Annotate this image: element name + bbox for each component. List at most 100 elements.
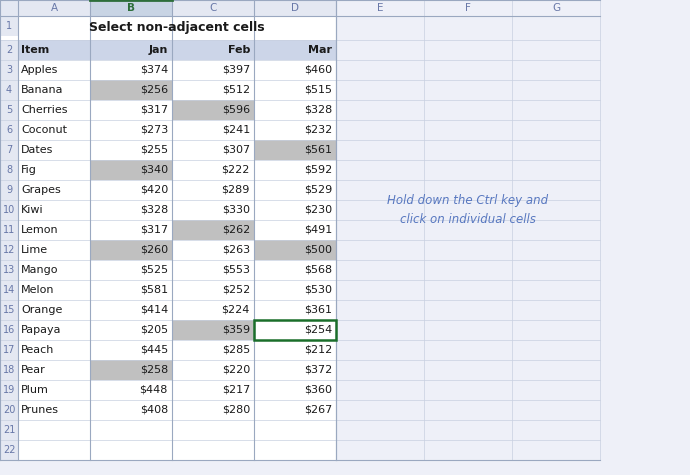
Text: 15: 15 (3, 305, 15, 315)
Text: $414: $414 (140, 305, 168, 315)
Text: Mango: Mango (21, 265, 59, 275)
Text: Feb: Feb (228, 45, 250, 55)
Bar (172, 320, 254, 340)
Text: 17: 17 (3, 345, 15, 355)
Bar (0, 160, 18, 180)
Text: 21: 21 (3, 425, 15, 435)
Text: $256: $256 (140, 85, 168, 95)
Text: $212: $212 (304, 345, 332, 355)
Text: Lemon: Lemon (21, 225, 59, 235)
Text: Peach: Peach (21, 345, 55, 355)
Bar (254, 320, 336, 340)
Bar (0, 200, 18, 220)
Text: $515: $515 (304, 85, 332, 95)
Text: 2: 2 (6, 45, 12, 55)
Text: $263: $263 (222, 245, 250, 255)
Bar (0, 400, 18, 420)
Text: $260: $260 (140, 245, 168, 255)
Text: $328: $328 (304, 105, 332, 115)
Bar (90, 160, 172, 180)
Text: $581: $581 (140, 285, 168, 295)
Text: D: D (291, 3, 299, 13)
Text: 20: 20 (3, 405, 15, 415)
Text: $420: $420 (140, 185, 168, 195)
Text: Plum: Plum (21, 385, 49, 395)
Text: $255: $255 (140, 145, 168, 155)
Bar (254, 240, 336, 260)
Text: 6: 6 (6, 125, 12, 135)
Text: G: G (552, 3, 560, 13)
Bar (0, 16, 336, 460)
Text: $317: $317 (140, 225, 168, 235)
Text: $491: $491 (304, 225, 332, 235)
Text: A: A (50, 3, 57, 13)
Bar (512, 0, 600, 460)
Text: Item: Item (21, 45, 49, 55)
Text: $512: $512 (222, 85, 250, 95)
Text: Hold down the Ctrl key and
click on individual cells: Hold down the Ctrl key and click on indi… (388, 194, 549, 226)
Bar (0, 220, 18, 240)
Text: Prunes: Prunes (21, 405, 59, 415)
Text: $258: $258 (140, 365, 168, 375)
Text: $340: $340 (140, 165, 168, 175)
Text: $596: $596 (222, 105, 250, 115)
Bar (0, 16, 18, 36)
Text: Kiwi: Kiwi (21, 205, 43, 215)
Text: $500: $500 (304, 245, 332, 255)
Text: Cherries: Cherries (21, 105, 68, 115)
Text: $530: $530 (304, 285, 332, 295)
Text: 7: 7 (6, 145, 12, 155)
Text: $252: $252 (221, 285, 250, 295)
Text: $445: $445 (140, 345, 168, 355)
Text: 13: 13 (3, 265, 15, 275)
Text: $232: $232 (304, 125, 332, 135)
Text: 3: 3 (6, 65, 12, 75)
Text: 18: 18 (3, 365, 15, 375)
Text: Apples: Apples (21, 65, 59, 75)
Text: $217: $217 (221, 385, 250, 395)
Text: Banana: Banana (21, 85, 63, 95)
Bar (0, 280, 18, 300)
Bar (0, 340, 18, 360)
Bar (254, 140, 336, 160)
Text: 16: 16 (3, 325, 15, 335)
Text: 9: 9 (6, 185, 12, 195)
Bar (0, 0, 600, 16)
Text: $328: $328 (140, 205, 168, 215)
Text: 11: 11 (3, 225, 15, 235)
Text: $374: $374 (140, 65, 168, 75)
Text: $224: $224 (221, 305, 250, 315)
Bar (0, 260, 18, 280)
Bar (0, 180, 18, 200)
Text: $361: $361 (304, 305, 332, 315)
Bar (90, 360, 172, 380)
Bar (0, 420, 18, 440)
Text: 22: 22 (3, 445, 15, 455)
Bar (0, 40, 18, 60)
Bar (90, 0, 172, 16)
Text: 14: 14 (3, 285, 15, 295)
Bar (0, 240, 18, 260)
Text: $360: $360 (304, 385, 332, 395)
Text: 4: 4 (6, 85, 12, 95)
Text: $241: $241 (221, 125, 250, 135)
Text: $262: $262 (221, 225, 250, 235)
Text: Coconut: Coconut (21, 125, 67, 135)
Text: $372: $372 (304, 365, 332, 375)
Text: Fig: Fig (21, 165, 37, 175)
Text: $220: $220 (221, 365, 250, 375)
Text: $285: $285 (221, 345, 250, 355)
Bar (0, 320, 18, 340)
Bar (0, 140, 18, 160)
Text: Melon: Melon (21, 285, 55, 295)
Text: $397: $397 (221, 65, 250, 75)
Text: $222: $222 (221, 165, 250, 175)
Bar (0, 120, 18, 140)
Text: $525: $525 (140, 265, 168, 275)
Bar (336, 0, 424, 460)
Text: B: B (127, 3, 135, 13)
Text: $448: $448 (139, 385, 168, 395)
Text: 8: 8 (6, 165, 12, 175)
Text: Dates: Dates (21, 145, 53, 155)
Text: $529: $529 (304, 185, 332, 195)
